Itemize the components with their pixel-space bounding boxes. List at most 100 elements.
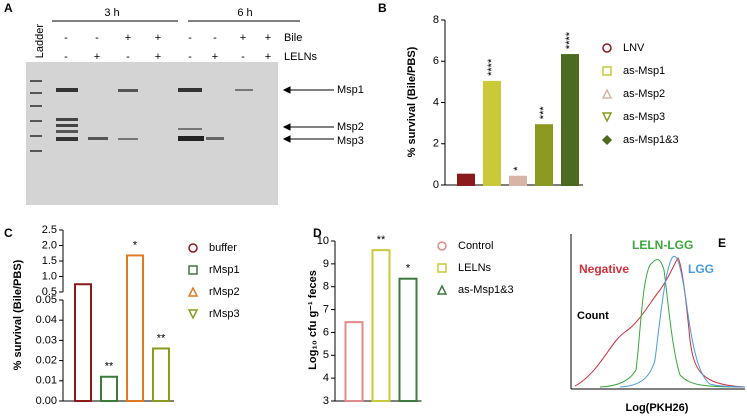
- time-label: 6 h: [237, 7, 252, 19]
- y-tick-label: 1.0: [42, 270, 57, 282]
- sign: -: [213, 32, 217, 44]
- panel-label: D: [313, 226, 322, 240]
- y-tick-label: 8: [323, 281, 329, 293]
- sign: +: [212, 51, 218, 63]
- row-label: Bile: [284, 32, 302, 44]
- panel-label: E: [718, 236, 726, 250]
- gel-image: [26, 62, 278, 205]
- y-tick-label: 8: [433, 14, 439, 26]
- bar: [535, 124, 553, 186]
- y-axis-label: Log₁₀ cfu g⁻¹ feces: [307, 270, 319, 370]
- sign: +: [155, 51, 161, 63]
- legend-label: rMsp1: [209, 264, 240, 276]
- legend-marker: [602, 43, 612, 53]
- significance: *: [512, 166, 524, 171]
- y-tick-label: 6: [433, 55, 439, 67]
- y-tick-label: 5: [323, 349, 329, 361]
- band-label: Msp2: [337, 121, 364, 133]
- significance: **: [105, 361, 114, 373]
- legend-marker: [437, 263, 447, 273]
- bar: [457, 173, 475, 186]
- y-tick-label: 2.0: [42, 239, 57, 251]
- curve: [599, 259, 746, 388]
- legend-label: LNV: [623, 42, 645, 54]
- bar: [371, 249, 391, 402]
- y-axis-label: % survival (Bile/PBS): [12, 259, 24, 370]
- y-tick-label: 3: [323, 395, 329, 407]
- legend-marker: [188, 265, 198, 275]
- arrows: [282, 86, 334, 143]
- y-tick-label: 0.00: [36, 395, 57, 407]
- legend-label: rMsp3: [209, 308, 240, 320]
- y-tick-label: 0.5: [42, 286, 57, 298]
- sign: -: [64, 51, 68, 63]
- legend-marker: [601, 88, 613, 99]
- y-tick-label: 10: [317, 235, 329, 247]
- panel-label: B: [378, 1, 387, 15]
- y-tick-label: 6: [323, 326, 329, 338]
- curve-label: LGG: [688, 262, 714, 276]
- significance: ****: [486, 58, 498, 76]
- sign: +: [265, 51, 271, 63]
- legend-label: Control: [458, 240, 493, 252]
- sign: +: [240, 32, 246, 44]
- band-label: Msp1: [337, 84, 364, 96]
- y-tick-label: 4: [433, 96, 439, 108]
- ladder-label: Ladder: [34, 24, 46, 59]
- legend-marker: [602, 66, 612, 76]
- sign: +: [125, 32, 131, 44]
- row-label: LELNs: [284, 51, 318, 63]
- bar: [100, 375, 118, 403]
- sign: +: [155, 32, 161, 44]
- y-tick-label: 0.05: [36, 294, 57, 306]
- legend-label: buffer: [209, 242, 237, 254]
- sign: -: [188, 32, 192, 44]
- legend-label: as-Msp1: [623, 65, 665, 77]
- y-tick-label: 0.03: [36, 334, 57, 346]
- significance: *: [133, 239, 138, 251]
- bar: [483, 80, 501, 186]
- y-tick-label: 7: [323, 303, 329, 315]
- flow-panel: Count Log(PKH26) Negative LELN-LGG LGG: [570, 234, 746, 414]
- bar: [509, 175, 527, 186]
- time-label: 3 h: [104, 7, 119, 19]
- sign: +: [94, 51, 100, 63]
- y-axis-label: % survival (Bile/PBS): [406, 46, 418, 157]
- legend-marker: [601, 134, 613, 146]
- legend-marker: [187, 309, 199, 320]
- bar: [344, 321, 364, 402]
- legend-label: rMsp2: [209, 286, 240, 298]
- legend-marker: [437, 241, 447, 251]
- y-tick-label: 0.02: [36, 355, 57, 367]
- y-tick-label: 4: [323, 372, 329, 384]
- significance: *: [406, 263, 411, 275]
- significance: **: [157, 332, 166, 344]
- legend-label: LELNs: [458, 262, 492, 274]
- y-tick-label: 2.5: [42, 224, 57, 236]
- sign: -: [95, 32, 99, 44]
- bar: [74, 283, 92, 402]
- bands: [30, 80, 253, 152]
- curve: [574, 257, 746, 388]
- gel: 3 h 6 h Ladder Msp1 Msp2 Msp3: [26, 7, 364, 205]
- y-tick-label: 9: [323, 258, 329, 270]
- panel-label: C: [4, 226, 13, 240]
- sign: -: [126, 51, 130, 63]
- legend-label: as-Msp3: [623, 111, 665, 123]
- panel-label: A: [4, 1, 13, 15]
- legend-label: as-Msp1&3: [458, 284, 514, 296]
- sign: -: [64, 32, 68, 44]
- significance: ****: [564, 31, 576, 49]
- legend-label: as-Msp2: [623, 88, 665, 100]
- significance: ***: [538, 106, 550, 120]
- sign: +: [265, 32, 271, 44]
- sign: -: [188, 51, 192, 63]
- bar: [152, 347, 170, 403]
- curve: [619, 255, 746, 388]
- bar: [126, 254, 144, 402]
- sign: -: [241, 51, 245, 63]
- legend-marker: [187, 286, 199, 297]
- legend-marker: [436, 284, 448, 295]
